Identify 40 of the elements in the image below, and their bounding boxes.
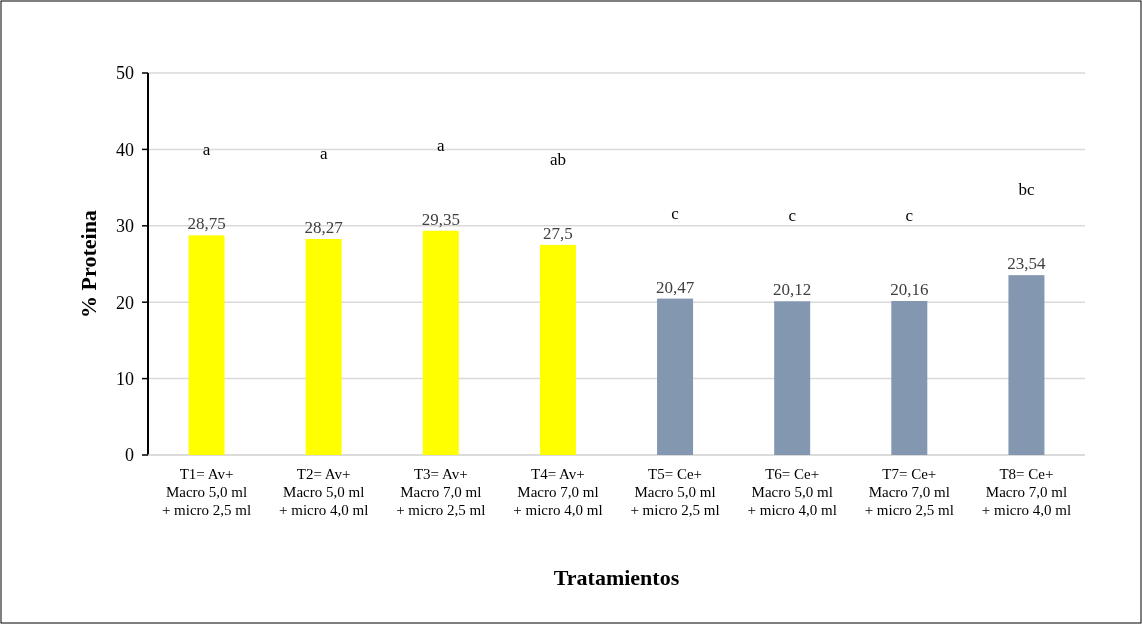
x-tick-label: T7= Ce+ Macro 7,0 ml + micro 2,5 ml <box>864 466 954 518</box>
annotation: a <box>202 140 211 160</box>
annotation: c <box>671 203 680 223</box>
x-tick-label: T6= Ce+ Macro 5,0 ml + micro 4,0 ml <box>747 466 837 518</box>
bar <box>422 230 459 455</box>
y-tick-label: 0 <box>125 445 134 466</box>
x-tick-label: T3= Av+ Macro 7,0 ml + micro 2,5 ml <box>396 466 486 518</box>
data-label: 27,5 <box>543 223 573 243</box>
bar <box>774 301 811 455</box>
x-axis-title: Tratamientos <box>553 565 680 590</box>
data-label: 28,75 <box>187 214 226 234</box>
x-tick-label: T5= Ce+ Macro 5,0 ml + micro 2,5 ml <box>630 466 720 518</box>
data-label: 28,27 <box>304 218 344 238</box>
annotation: ab <box>549 149 566 169</box>
data-label: 20,16 <box>890 279 929 299</box>
x-tick-label: T1= Av+ Macro 5,0 ml + micro 2,5 ml <box>161 466 252 518</box>
annotation: c <box>788 206 797 226</box>
y-tick-label: 10 <box>116 368 134 389</box>
y-tick-label: 40 <box>116 139 134 160</box>
x-tick-label: T2= Av+ Macro 5,0 ml + micro 4,0 ml <box>279 466 369 518</box>
y-tick-label: 30 <box>116 216 134 237</box>
x-tick-label: T8= Ce+ Macro 7,0 ml + micro 4,0 ml <box>981 466 1072 518</box>
bar <box>891 300 928 455</box>
data-label: 29,35 <box>421 209 460 229</box>
bar <box>1008 275 1045 455</box>
annotation: bc <box>1018 180 1035 200</box>
x-tick-label: T4= Av+ Macro 7,0 ml + micro 4,0 ml <box>513 466 603 518</box>
bar <box>539 244 576 455</box>
annotation: a <box>437 135 446 155</box>
data-label: 23,54 <box>1007 254 1047 274</box>
data-label: 20,47 <box>655 277 695 297</box>
bar <box>188 235 225 455</box>
data-label: 20,12 <box>773 280 812 300</box>
y-axis-title: % Proteina <box>76 210 101 318</box>
bar <box>305 239 342 455</box>
bar <box>657 298 694 455</box>
annotation: c <box>905 205 914 225</box>
y-tick-label: 20 <box>116 292 134 313</box>
y-tick-label: 50 <box>116 63 134 84</box>
annotation: a <box>319 144 328 164</box>
